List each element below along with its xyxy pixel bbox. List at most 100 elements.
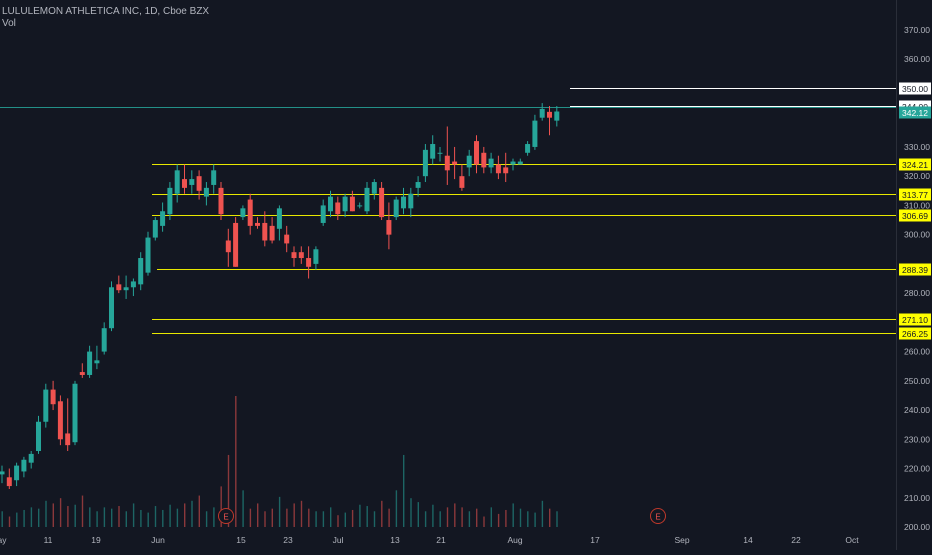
candle[interactable] [349,190,355,212]
candle-body [109,287,114,329]
volume-bar [512,503,514,527]
candle[interactable] [357,202,363,209]
candle[interactable] [14,462,20,487]
candle[interactable] [276,205,282,241]
candle[interactable] [525,141,531,156]
candle[interactable] [503,152,509,183]
candle[interactable] [152,217,158,241]
candle[interactable] [218,182,224,221]
candle[interactable] [328,190,333,218]
volume-bar [1,511,3,527]
candle[interactable] [130,278,136,297]
candle[interactable] [6,468,12,489]
candle[interactable] [437,146,443,162]
candle[interactable] [174,164,180,203]
candle[interactable] [474,135,479,174]
candle[interactable] [371,179,377,200]
candle[interactable] [422,144,428,183]
candle[interactable] [554,106,560,127]
candle[interactable] [342,193,348,218]
earnings-event-circle [650,508,666,524]
volume-bar [505,509,507,527]
candle[interactable] [335,196,341,221]
candle[interactable] [320,199,326,226]
candle-body [72,383,78,443]
candle[interactable] [116,275,122,294]
candle[interactable] [386,202,392,250]
candle[interactable] [109,281,114,332]
candle[interactable] [481,146,487,174]
candle[interactable] [444,126,450,185]
candle[interactable] [291,246,297,267]
candle[interactable] [364,182,370,215]
earnings-event-marker[interactable]: E [218,508,234,524]
candle[interactable] [255,217,260,229]
candle[interactable] [50,380,56,411]
earnings-event-marker[interactable]: E [650,508,666,524]
chart-legend: LULULEMON ATHLETICA INC, 1D, Cboe BZX Vo… [2,6,209,30]
candle[interactable] [415,176,421,197]
candle[interactable] [21,456,27,478]
candle[interactable] [123,275,129,299]
candle[interactable] [225,228,231,267]
candle[interactable] [189,170,195,194]
volume-bar [242,490,244,527]
candle[interactable] [298,246,304,264]
candle[interactable] [539,103,545,121]
volume-bar [300,500,303,527]
candle[interactable] [240,205,246,221]
candle[interactable] [408,187,414,218]
candle[interactable] [488,152,494,174]
candle[interactable] [284,225,290,253]
candle[interactable] [233,217,239,267]
candle[interactable] [262,211,268,247]
candle[interactable] [495,155,501,180]
candle[interactable] [313,246,319,270]
candle[interactable] [167,182,173,221]
candle-body [320,205,326,223]
candle[interactable] [393,196,399,221]
candle[interactable] [145,231,151,276]
candle[interactable] [379,182,385,221]
candle[interactable] [430,135,436,165]
candle[interactable] [510,158,516,171]
candle[interactable] [203,182,209,206]
candle[interactable] [28,450,34,469]
candle[interactable] [65,398,71,451]
volume-bar [154,506,157,527]
candle[interactable] [0,465,5,484]
candle[interactable] [452,146,458,180]
candle[interactable] [269,217,275,244]
candle[interactable] [72,380,78,446]
volume-pane [1,396,558,527]
candle-body [313,249,319,264]
candle[interactable] [79,363,85,378]
candle[interactable] [196,170,202,200]
candle[interactable] [466,149,472,177]
last-price-label-bg [899,106,931,119]
candle[interactable] [101,322,107,355]
candle[interactable] [547,106,552,136]
candle[interactable] [459,164,465,191]
volume-bar [330,507,332,527]
volume-bar [461,507,463,527]
candle[interactable] [43,383,49,428]
candle[interactable] [306,246,312,279]
candle[interactable] [517,158,523,165]
candle[interactable] [532,114,538,150]
candle[interactable] [211,164,217,194]
candle[interactable] [36,415,41,454]
candle[interactable] [57,395,63,446]
candle[interactable] [94,345,100,370]
candle[interactable] [160,202,166,232]
price-tick-label: 210.00 [904,493,930,503]
candle[interactable] [138,252,144,291]
candle[interactable] [401,187,406,215]
candle[interactable] [182,164,187,194]
candle[interactable] [87,345,93,378]
candle[interactable] [247,193,253,235]
volume-bar [213,507,215,527]
